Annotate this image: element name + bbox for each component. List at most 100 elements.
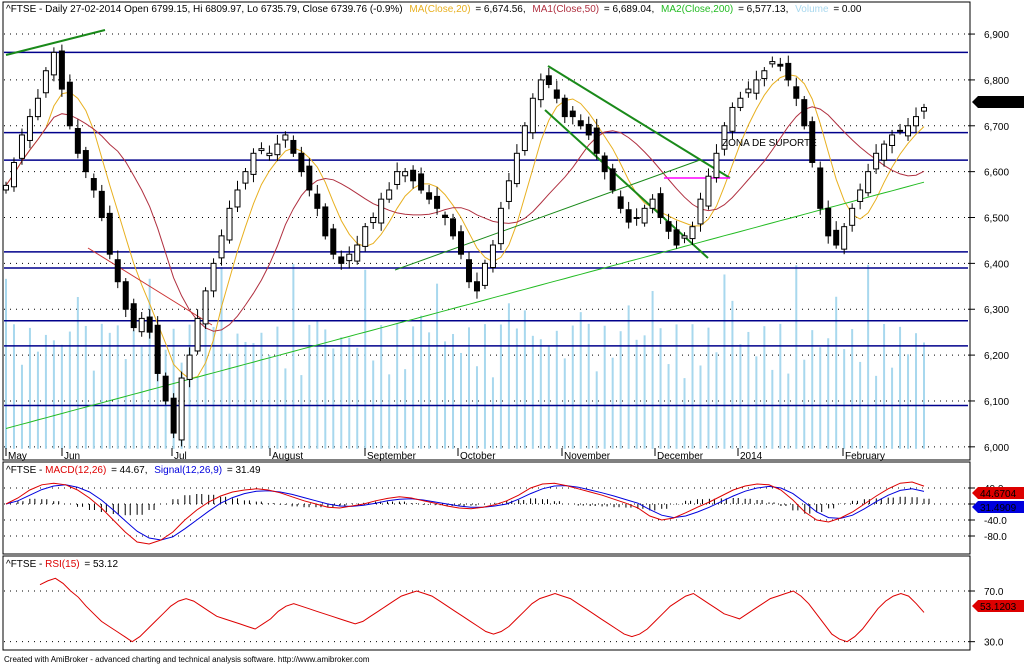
- rsi-line: [39, 577, 925, 643]
- date-tick-label: October: [460, 451, 496, 462]
- volume-bars: [5, 263, 925, 449]
- volume-bar: [28, 327, 31, 449]
- volume-bar: [108, 332, 111, 449]
- date-tick-label: May: [8, 451, 27, 462]
- candle-body: [857, 189, 864, 202]
- rsi-badge: 53.1203: [972, 600, 1024, 613]
- volume-bar: [563, 358, 566, 449]
- volume-bar: [699, 365, 702, 449]
- candle-body: [561, 97, 568, 118]
- volume-bar: [571, 325, 574, 449]
- date-tick-label: Jul: [174, 451, 187, 462]
- volume-bar: [603, 325, 606, 449]
- volume-bar: [404, 369, 407, 449]
- candle-body: [10, 161, 17, 188]
- candle-body: [889, 134, 896, 147]
- candle-body: [154, 324, 161, 374]
- candle-body: [537, 79, 544, 101]
- candle-body: [697, 198, 704, 225]
- volume-bar: [252, 343, 255, 449]
- volume-bar: [555, 330, 558, 449]
- candle-body: [322, 206, 329, 237]
- candle-body: [242, 171, 249, 184]
- date-tick-label: August: [272, 451, 303, 462]
- volume-bar: [100, 323, 103, 449]
- candle-body: [362, 226, 369, 247]
- volume-bar: [675, 324, 678, 449]
- candle-body: [497, 207, 504, 245]
- candle-body: [458, 231, 465, 255]
- price-tick-label: 6,200: [984, 351, 1009, 362]
- candle-body: [122, 281, 129, 310]
- candle-body: [481, 262, 488, 286]
- candle-body: [210, 262, 217, 292]
- candle-body: [721, 125, 728, 150]
- candle-body: [314, 193, 321, 209]
- volume-bar: [396, 323, 399, 449]
- volume-bar: [220, 267, 223, 449]
- trend-line: [394, 159, 701, 271]
- volume-bar: [611, 357, 614, 449]
- candle-body: [817, 167, 824, 209]
- candle-body: [833, 229, 840, 246]
- price-tick-label: 6,600: [984, 168, 1009, 179]
- macd-badge: 44.6704: [972, 487, 1024, 500]
- candle-body: [410, 169, 417, 182]
- price-tick-label: 6,700: [984, 122, 1009, 133]
- volume-bar: [332, 348, 335, 449]
- volume-bar: [515, 328, 518, 449]
- candle-body: [442, 214, 449, 219]
- candle-body: [633, 217, 640, 220]
- volume-bar: [659, 328, 662, 449]
- volume-bar: [811, 330, 814, 449]
- candle-body: [529, 97, 536, 134]
- candle-body: [162, 375, 169, 402]
- candle-body: [593, 127, 600, 154]
- candle-body: [226, 207, 233, 241]
- volume-bar: [340, 337, 343, 449]
- price-tick-label: 6,800: [984, 76, 1009, 87]
- volume-bar: [452, 334, 455, 449]
- price-summary: ^FTSE - Daily 27-02-2014 Open 6799.15, H…: [6, 4, 403, 15]
- volume-label: Volume: [795, 4, 829, 15]
- candle-body: [713, 152, 720, 179]
- candle-body: [617, 196, 624, 209]
- ma50-line: [5, 106, 925, 332]
- price-tick-label: 6,100: [984, 397, 1009, 408]
- volume-bar: [803, 359, 806, 449]
- candle-body: [74, 128, 81, 154]
- volume-bar: [523, 310, 526, 449]
- candle-body: [905, 125, 912, 137]
- volume-bar: [867, 264, 870, 449]
- volume-bar: [731, 300, 734, 449]
- rsi-axis: 70.0 30.0: [968, 587, 1004, 649]
- volume-bar: [651, 291, 654, 449]
- volume-bar: [531, 335, 534, 449]
- volume-bar: [228, 353, 231, 449]
- volume-bar: [499, 324, 502, 449]
- price-tick-label: 6,900: [984, 30, 1009, 41]
- candle-body: [625, 209, 632, 223]
- volume-bar: [587, 323, 590, 449]
- price-tick-label: 6,400: [984, 259, 1009, 270]
- candle-body: [386, 189, 393, 200]
- candle-body: [865, 171, 872, 194]
- volume-bar: [348, 337, 351, 449]
- rsi-tick-label: 70.0: [984, 587, 1004, 598]
- candle-body: [250, 152, 257, 175]
- volume-bar: [795, 265, 798, 449]
- rsi-panel[interactable]: [2, 555, 971, 651]
- volume-bar: [20, 364, 23, 449]
- volume-bar: [891, 367, 894, 449]
- trend-line: [87, 247, 213, 326]
- volume-bar: [779, 323, 782, 449]
- footer-credit: Created with AmiBroker - advanced charti…: [4, 655, 370, 664]
- price-panel[interactable]: [2, 1, 971, 461]
- candle-body: [42, 70, 49, 94]
- candle-body: [577, 120, 584, 127]
- price-badge: 6,739.76: [972, 96, 1024, 109]
- volume-bar: [539, 339, 542, 449]
- candle-body: [186, 354, 193, 380]
- candle-body: [434, 195, 441, 209]
- candle-body: [66, 81, 73, 127]
